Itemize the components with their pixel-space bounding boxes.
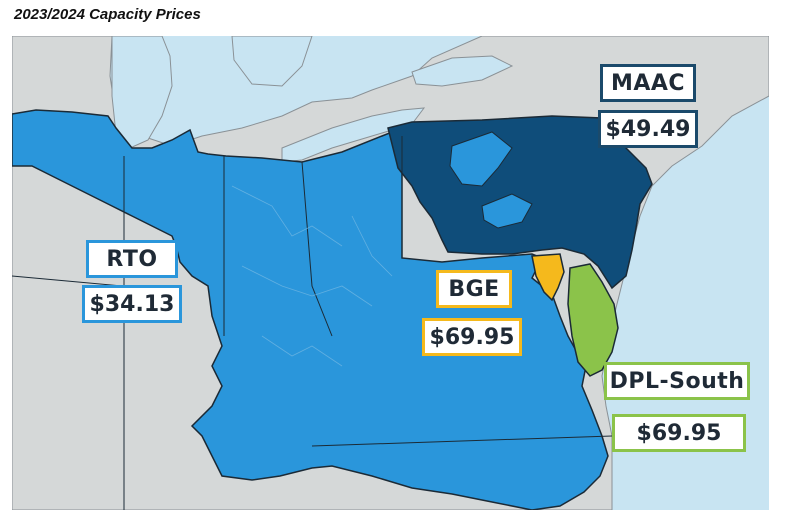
lake-huron <box>231 36 313 87</box>
map-title: 2023/2024 Capacity Prices <box>14 6 201 23</box>
county-lines <box>231 185 393 367</box>
rto-inset-pa <box>449 131 513 187</box>
lake-michigan <box>111 36 173 149</box>
state-borders <box>12 136 613 510</box>
dpl-south-name-label: DPL-South <box>604 362 750 400</box>
rto-region <box>12 109 609 510</box>
maac-name-label: MAAC <box>600 64 696 102</box>
bge-region <box>531 253 565 302</box>
dpl-south-region <box>567 263 619 377</box>
lake-ontario <box>411 55 514 87</box>
bge-price-label: $69.95 <box>422 318 522 356</box>
bge-name-label: BGE <box>436 270 512 308</box>
rto-name-label: RTO <box>86 240 178 278</box>
rto-price-label: $34.13 <box>82 285 182 323</box>
rto-inset-pa-2 <box>481 193 533 229</box>
maac-price-label: $49.49 <box>598 110 698 148</box>
dpl-south-price-label: $69.95 <box>612 414 746 452</box>
